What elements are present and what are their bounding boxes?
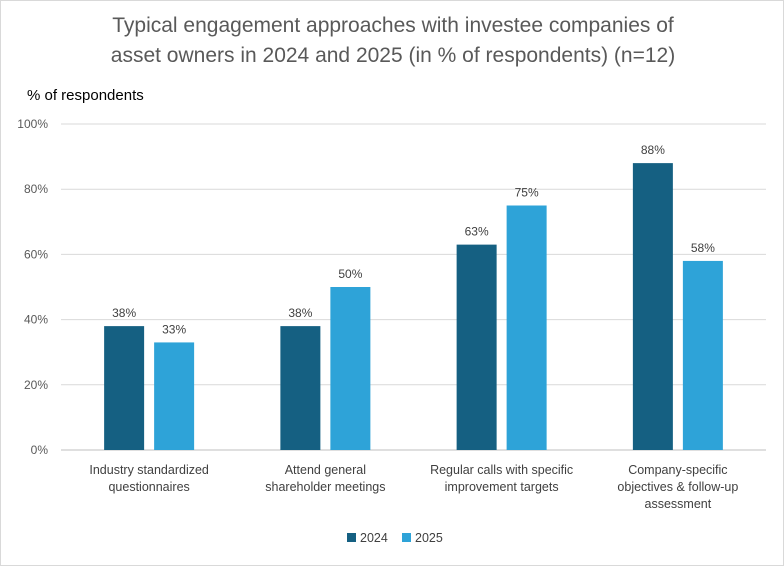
category-label-line: assessment	[645, 497, 712, 511]
category-label-line: improvement targets	[445, 480, 559, 494]
category-label-2: Attend general shareholder meetings	[265, 463, 385, 494]
data-label: 63%	[465, 225, 489, 239]
data-label: 38%	[112, 306, 136, 320]
bar-2024-2	[280, 326, 321, 450]
category-label-line: Regular calls with specific	[430, 463, 573, 477]
category-label-1: Industry standardized questionnaires	[89, 463, 209, 494]
y-tick-label: 80%	[24, 182, 48, 196]
legend-swatch-2024	[347, 533, 356, 542]
data-label: 88%	[641, 143, 665, 157]
chart-title: Typical engagement approaches with inves…	[41, 11, 745, 71]
chart-title-line-1: Typical engagement approaches with inves…	[112, 14, 674, 37]
y-tick-label: 100%	[17, 117, 48, 131]
chart-title-line-2: asset owners in 2024 and 2025 (in % of r…	[110, 44, 676, 67]
data-label: 50%	[338, 267, 362, 281]
category-label-line: Industry standardized	[89, 463, 209, 477]
data-label: 58%	[691, 241, 715, 255]
y-tick-label: 0%	[31, 443, 49, 457]
bar-2024-1	[104, 326, 145, 450]
data-label: 75%	[515, 186, 539, 200]
category-label-line: questionnaires	[108, 480, 189, 494]
bar-2025-3	[506, 205, 547, 450]
y-axis-label: % of respondents	[27, 87, 144, 104]
category-label-4: Company-specific objectives & follow-up as…	[617, 463, 738, 511]
category-label-line: objectives & follow-up	[617, 480, 738, 494]
bar-2025-4	[682, 260, 723, 450]
bar-2024-4	[632, 163, 673, 450]
data-label: 33%	[162, 322, 186, 336]
bar-2025-2	[330, 287, 371, 450]
bar-2024-3	[456, 244, 497, 450]
y-tick-label: 20%	[24, 378, 48, 392]
category-label-line: Company-specific	[628, 463, 727, 477]
y-tick-label: 40%	[24, 313, 48, 327]
category-label-3: Regular calls with specific improvement t…	[430, 463, 573, 494]
y-tick-label: 60%	[24, 247, 48, 261]
legend-label-2024: 2024	[360, 531, 388, 545]
data-label: 38%	[288, 306, 312, 320]
category-label-line: shareholder meetings	[265, 480, 385, 494]
legend-swatch-2025	[402, 533, 411, 542]
legend-label-2025: 2025	[415, 531, 443, 545]
bar-2025-1	[154, 342, 195, 450]
category-label-line: Attend general	[285, 463, 366, 477]
